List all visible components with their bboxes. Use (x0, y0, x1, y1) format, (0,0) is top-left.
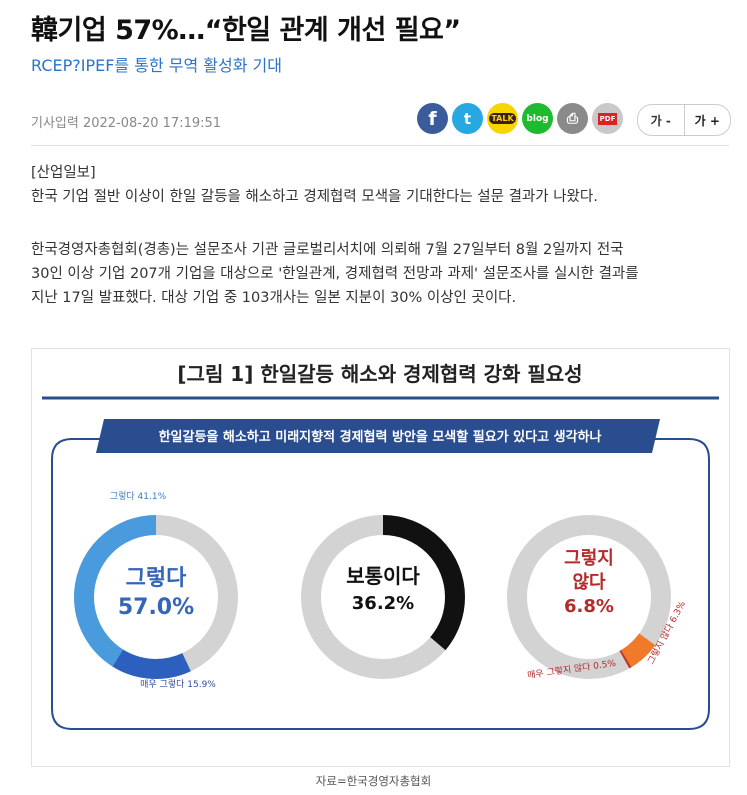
font-size-control: 가 - 가 + (637, 104, 731, 136)
print-button[interactable]: ⎙ (557, 103, 588, 134)
donut-yes-value: 57.0% (118, 595, 194, 620)
article-source: [산업일보] (31, 165, 96, 181)
share-bar: f t TALK blog ⎙ PDF (417, 103, 623, 134)
donut-yes-slice-yes (74, 515, 238, 679)
article-paragraph-2-line-1: 한국경영자총협회(경총)는 설문조사 기관 글로벌리서치에 의뢰해 7월 27일… (31, 242, 624, 258)
kakaotalk-icon: TALK (489, 113, 516, 124)
donut-neutral-label: 보통이다 (346, 564, 420, 588)
article-paragraph-2-line-2: 30인 이상 기업 207개 기업을 대상으로 '한일관계, 경제협력 전망과 … (31, 266, 639, 282)
figure-frame (51, 438, 710, 730)
divider (31, 145, 729, 146)
donut-no-label-line2: 않다 (572, 572, 606, 593)
article-headline: 韓기업 57%…“한일 관계 개선 필요” (31, 15, 461, 46)
figure-title: [그림 1] 한일갈등 해소와 경제협력 강화 필요성 (177, 362, 582, 386)
article-paragraph-1: 한국 기업 절반 이상이 한일 갈등을 해소하고 경제협력 모색을 기대한다는 … (31, 189, 598, 205)
font-decrease-button[interactable]: 가 - (638, 105, 685, 135)
donut-no-value: 6.8% (564, 596, 614, 617)
article-timestamp: 기사입력 2022-08-20 17:19:51 (31, 116, 222, 131)
donut-no-label-line1: 그렇지 (564, 548, 614, 569)
article-subhead: RCEP?IPEF를 통한 무역 활성화 기대 (31, 56, 282, 75)
survey-figure: [그림 1] 한일갈등 해소와 경제협력 강화 필요성 한일갈등을 해소하고 미… (31, 348, 730, 767)
donut-neutral: 보통이다 36.2% (301, 515, 465, 679)
donut-yes-inner-label: 매우 그렇다 15.9% (140, 679, 216, 690)
pdf-icon: PDF (597, 112, 618, 125)
donut-no-track (507, 515, 671, 679)
article-paragraph-2-line-3: 지난 17일 발표했다. 대상 기업 중 103개사는 일본 지분이 30% 이… (31, 290, 517, 306)
donut-yes-label: 그렇다 (126, 566, 187, 591)
question-text: 한일갈등을 해소하고 미래지향적 경제협력 방안을 모색할 필요가 있다고 생각… (159, 429, 602, 445)
donut-no: 그렇지 않다 6.8% 매우 그렇지 않다 0.5% 그렇지 않다 6.3% (507, 515, 688, 681)
facebook-share-button[interactable]: f (417, 103, 448, 134)
kakaotalk-share-button[interactable]: TALK (487, 103, 518, 134)
survey-donut-chart: [그림 1] 한일갈등 해소와 경제협력 강화 필요성 한일갈등을 해소하고 미… (42, 362, 719, 730)
donut-neutral-value: 36.2% (352, 593, 414, 614)
pdf-button[interactable]: PDF (592, 103, 623, 134)
donut-yes: 그렇다 57.0% 그렇다 41.1% 매우 그렇다 15.9% (74, 491, 238, 690)
blog-share-button[interactable]: blog (522, 103, 553, 134)
donut-neutral-slice (301, 515, 465, 679)
figure-caption: 자료=한국경영자총협회 (315, 774, 432, 788)
font-increase-button[interactable]: 가 + (694, 113, 720, 128)
twitter-share-button[interactable]: t (452, 103, 483, 134)
donut-yes-outer-label: 그렇다 41.1% (110, 491, 167, 502)
donut-yes-slice-very-yes (74, 515, 238, 679)
question-banner (96, 419, 660, 453)
